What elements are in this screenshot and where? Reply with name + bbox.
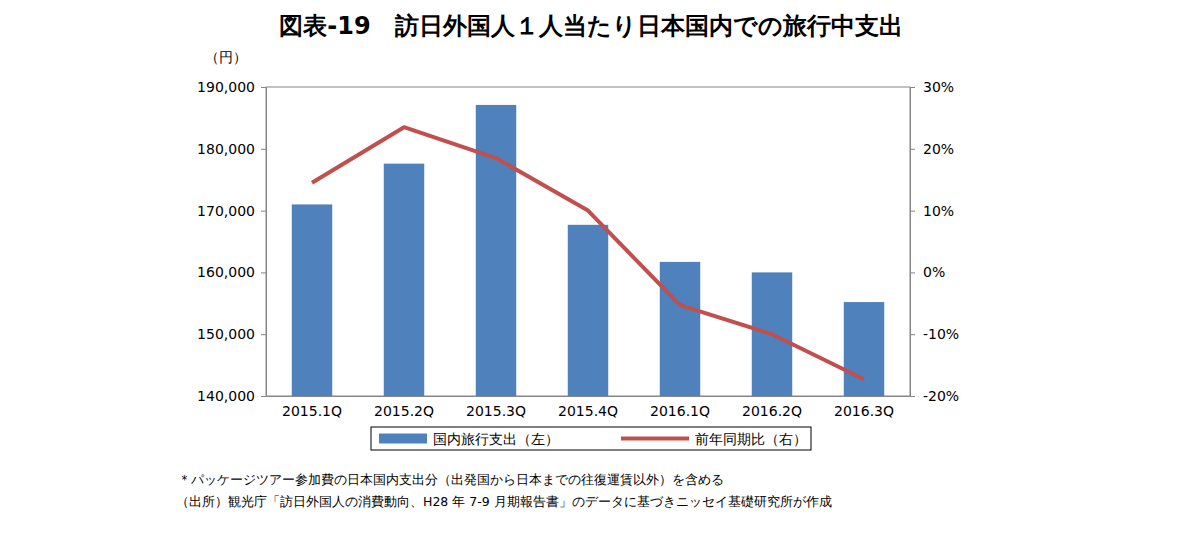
tick-label: 10% xyxy=(923,203,954,219)
tick: 140,000 xyxy=(197,388,266,404)
tick: 30% xyxy=(910,79,954,95)
bar xyxy=(292,204,332,396)
plot: 140,000 150,000 160,000 170,000 180,000 190,0… xyxy=(197,79,959,419)
tick-label: 150,000 xyxy=(197,326,255,342)
legend-box xyxy=(371,427,811,450)
tick-mark xyxy=(910,272,915,273)
plot-frame xyxy=(266,87,910,396)
tick-mark xyxy=(261,396,266,397)
tick: 10% xyxy=(910,203,954,219)
bar xyxy=(568,225,608,396)
y-axis: 140,000 150,000 160,000 170,000 180,000 190,0… xyxy=(197,79,266,404)
tick: 170,000 xyxy=(197,203,266,219)
tick: 2015.3Q xyxy=(466,396,526,419)
tick: 180,000 xyxy=(197,141,266,157)
tick: 20% xyxy=(910,141,954,157)
tick-mark xyxy=(910,334,915,335)
tick: 2016.3Q xyxy=(834,396,894,419)
tick: 160,000 xyxy=(197,264,266,280)
legend: 国内旅行支出（左） 前年同期比（右） xyxy=(371,427,811,450)
tick-mark xyxy=(910,211,915,212)
legend-label: 国内旅行支出（左） xyxy=(433,431,559,447)
bar xyxy=(660,262,700,396)
bar xyxy=(844,302,884,396)
tick-mark xyxy=(261,149,266,150)
tick-mark xyxy=(261,334,266,335)
footnote: （出所）観光庁「訪日外国人の消費動向、H28 年 7-9 月期報告書」のデータに… xyxy=(176,494,832,509)
x-axis: 2015.1Q 2015.2Q 2015.3Q 2015.4Q 2016.1Q 2016.… xyxy=(267,396,911,419)
bar xyxy=(476,105,516,396)
line xyxy=(312,127,864,379)
tick-label: 2015.4Q xyxy=(558,403,618,419)
tick: 2015.1Q xyxy=(282,396,342,419)
tick-mark xyxy=(261,272,266,273)
title: 図表-19 訪日外国人１人当たり日本国内での旅行中支出 xyxy=(279,12,902,40)
marks xyxy=(292,105,884,396)
tick-mark xyxy=(910,396,915,397)
tick-label: 2016.1Q xyxy=(650,403,710,419)
tick-label: 160,000 xyxy=(197,264,255,280)
tick: -10% xyxy=(910,326,959,342)
legend-swatch xyxy=(621,437,689,441)
tick-mark xyxy=(910,149,915,150)
tick-label: 140,000 xyxy=(197,388,255,404)
tick-label: -20% xyxy=(923,388,959,404)
chart: 図表-19 訪日外国人１人当たり日本国内での旅行中支出 （円） 140,000 150… xyxy=(0,0,1182,544)
tick-label: 20% xyxy=(923,141,954,157)
tick-label: 2015.3Q xyxy=(466,403,526,419)
tick-label: -10% xyxy=(923,326,959,342)
bar-series xyxy=(292,105,884,396)
tick-label: 170,000 xyxy=(197,203,255,219)
legend-swatch xyxy=(379,434,427,444)
tick: 0% xyxy=(910,264,945,280)
tick-mark xyxy=(261,87,266,88)
tick-label: 190,000 xyxy=(197,79,255,95)
tick: 190,000 xyxy=(197,79,266,95)
axis-line xyxy=(267,396,911,397)
tick-label: 0% xyxy=(923,264,945,280)
tick: 2016.2Q xyxy=(742,396,802,419)
tick-label: 2016.3Q xyxy=(834,403,894,419)
tick-label: 2015.2Q xyxy=(374,403,434,419)
legend-label: 前年同期比（右） xyxy=(695,431,807,447)
y2-axis: -20% -10% 0% 10% 20% 30% xyxy=(910,79,959,404)
tick: 150,000 xyxy=(197,326,266,342)
tick: 2015.4Q xyxy=(558,396,618,419)
tick: 2015.2Q xyxy=(374,396,434,419)
tick: -20% xyxy=(910,388,959,404)
bar xyxy=(384,164,424,396)
tick-mark xyxy=(910,87,915,88)
tick-label: 2015.1Q xyxy=(282,403,342,419)
footnote: ＊パッケージツアー参加費の日本国内支出分（出発国から日本までの往復運賃以外）を含… xyxy=(178,472,724,487)
axis-line xyxy=(910,88,911,397)
tick-mark xyxy=(261,211,266,212)
axis-line xyxy=(266,88,267,397)
y-axis-label: （円） xyxy=(205,49,247,65)
tick-label: 180,000 xyxy=(197,141,255,157)
tick-label: 30% xyxy=(923,79,954,95)
tick-label: 2016.2Q xyxy=(742,403,802,419)
tick: 2016.1Q xyxy=(650,396,710,419)
